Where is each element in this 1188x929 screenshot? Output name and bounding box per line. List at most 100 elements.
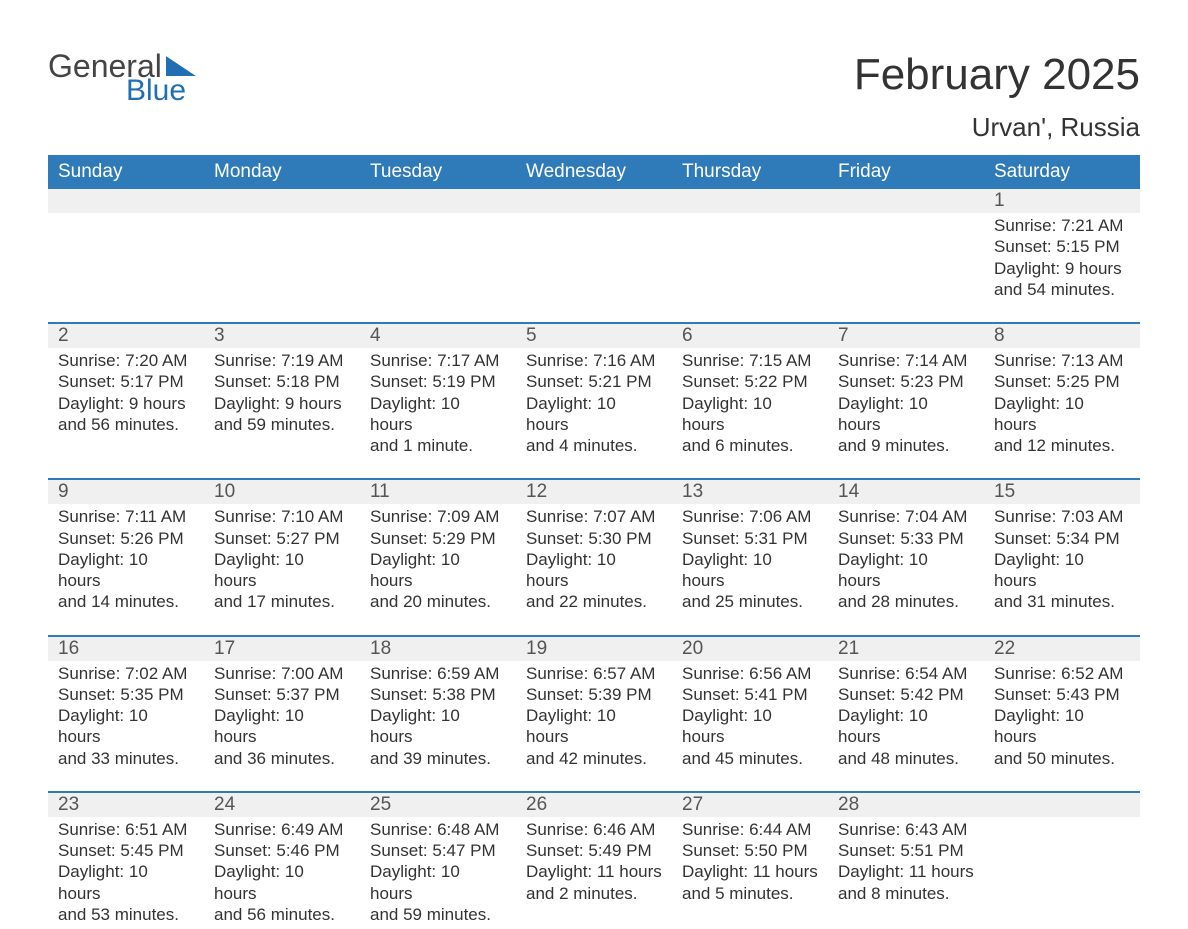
calendar-cell: Sunrise: 7:04 AMSunset: 5:33 PMDaylight:… <box>828 504 984 616</box>
calendar-cell: Sunrise: 7:09 AMSunset: 5:29 PMDaylight:… <box>360 504 516 616</box>
day-sunset: Sunset: 5:37 PM <box>214 684 350 705</box>
day-d1: Daylight: 9 hours <box>58 393 194 414</box>
day-sunset: Sunset: 5:45 PM <box>58 840 194 861</box>
day-d2: and 12 minutes. <box>994 435 1130 456</box>
day-d1: Daylight: 10 hours <box>838 393 974 436</box>
day-info: Sunrise: 6:52 AMSunset: 5:43 PMDaylight:… <box>990 661 1134 769</box>
day-sunrise: Sunrise: 6:51 AM <box>58 819 194 840</box>
day-d2: and 9 minutes. <box>838 435 974 456</box>
day-sunrise: Sunrise: 7:07 AM <box>526 506 662 527</box>
header: General Blue February 2025 Urvan', Russi… <box>48 50 1140 143</box>
day-sunset: Sunset: 5:41 PM <box>682 684 818 705</box>
day-number: 20 <box>672 637 828 661</box>
day-sunrise: Sunrise: 7:16 AM <box>526 350 662 371</box>
calendar-week: 16171819202122Sunrise: 7:02 AMSunset: 5:… <box>48 635 1140 773</box>
day-d1: Daylight: 10 hours <box>838 549 974 592</box>
brand-triangle-icon <box>166 56 196 76</box>
day-d1: Daylight: 9 hours <box>214 393 350 414</box>
day-sunrise: Sunrise: 7:11 AM <box>58 506 194 527</box>
day-d2: and 56 minutes. <box>58 414 194 435</box>
day-info: Sunrise: 6:59 AMSunset: 5:38 PMDaylight:… <box>366 661 510 769</box>
day-d1: Daylight: 10 hours <box>526 705 662 748</box>
day-d2: and 45 minutes. <box>682 748 818 769</box>
day-sunset: Sunset: 5:46 PM <box>214 840 350 861</box>
day-sunrise: Sunrise: 7:09 AM <box>370 506 506 527</box>
day-number: 14 <box>828 480 984 504</box>
calendar-cell: Sunrise: 6:49 AMSunset: 5:46 PMDaylight:… <box>204 817 360 929</box>
calendar-week: 232425262728 Sunrise: 6:51 AMSunset: 5:4… <box>48 791 1140 929</box>
day-d2: and 20 minutes. <box>370 591 506 612</box>
day-sunset: Sunset: 5:42 PM <box>838 684 974 705</box>
day-sunrise: Sunrise: 7:00 AM <box>214 663 350 684</box>
calendar: SundayMondayTuesdayWednesdayThursdayFrid… <box>48 155 1140 929</box>
day-sunset: Sunset: 5:39 PM <box>526 684 662 705</box>
day-info: Sunrise: 7:02 AMSunset: 5:35 PMDaylight:… <box>54 661 198 769</box>
day-sunset: Sunset: 5:50 PM <box>682 840 818 861</box>
calendar-cell: Sunrise: 6:46 AMSunset: 5:49 PMDaylight:… <box>516 817 672 929</box>
day-header-label: Tuesday <box>360 155 516 189</box>
day-d1: Daylight: 10 hours <box>682 549 818 592</box>
page-title: February 2025 <box>854 50 1140 100</box>
calendar-week: 9101112131415Sunrise: 7:11 AMSunset: 5:2… <box>48 478 1140 616</box>
day-info: Sunrise: 7:15 AMSunset: 5:22 PMDaylight:… <box>678 348 822 456</box>
brand-logo: General Blue <box>48 50 196 106</box>
day-number: 24 <box>204 793 360 817</box>
day-number <box>204 189 360 213</box>
day-d1: Daylight: 10 hours <box>214 705 350 748</box>
day-d2: and 14 minutes. <box>58 591 194 612</box>
day-d1: Daylight: 10 hours <box>370 861 506 904</box>
day-number: 4 <box>360 324 516 348</box>
calendar-cell: Sunrise: 6:48 AMSunset: 5:47 PMDaylight:… <box>360 817 516 929</box>
calendar-cell: Sunrise: 7:14 AMSunset: 5:23 PMDaylight:… <box>828 348 984 460</box>
day-d2: and 4 minutes. <box>526 435 662 456</box>
day-d2: and 28 minutes. <box>838 591 974 612</box>
day-info: Sunrise: 7:07 AMSunset: 5:30 PMDaylight:… <box>522 504 666 612</box>
day-d1: Daylight: 10 hours <box>682 705 818 748</box>
daynum-band: 16171819202122 <box>48 637 1140 661</box>
day-d2: and 54 minutes. <box>994 279 1130 300</box>
day-info: Sunrise: 7:21 AMSunset: 5:15 PMDaylight:… <box>990 213 1134 300</box>
day-number: 16 <box>48 637 204 661</box>
day-number: 23 <box>48 793 204 817</box>
day-header-label: Saturday <box>984 155 1140 189</box>
calendar-cell: Sunrise: 7:15 AMSunset: 5:22 PMDaylight:… <box>672 348 828 460</box>
day-header-label: Thursday <box>672 155 828 189</box>
day-info: Sunrise: 7:16 AMSunset: 5:21 PMDaylight:… <box>522 348 666 456</box>
day-d1: Daylight: 10 hours <box>214 549 350 592</box>
day-d1: Daylight: 11 hours <box>838 861 974 882</box>
day-sunset: Sunset: 5:19 PM <box>370 371 506 392</box>
day-sunset: Sunset: 5:31 PM <box>682 528 818 549</box>
day-number: 11 <box>360 480 516 504</box>
calendar-cell: Sunrise: 6:54 AMSunset: 5:42 PMDaylight:… <box>828 661 984 773</box>
day-sunset: Sunset: 5:30 PM <box>526 528 662 549</box>
calendar-cell: Sunrise: 7:07 AMSunset: 5:30 PMDaylight:… <box>516 504 672 616</box>
day-d2: and 33 minutes. <box>58 748 194 769</box>
day-number: 27 <box>672 793 828 817</box>
day-info: Sunrise: 7:13 AMSunset: 5:25 PMDaylight:… <box>990 348 1134 456</box>
day-d2: and 56 minutes. <box>214 904 350 925</box>
day-number <box>984 793 1140 817</box>
day-sunrise: Sunrise: 6:49 AM <box>214 819 350 840</box>
day-d1: Daylight: 10 hours <box>838 705 974 748</box>
day-d2: and 48 minutes. <box>838 748 974 769</box>
calendar-week: 1Sunrise: 7:21 AMSunset: 5:15 PMDaylight… <box>48 189 1140 304</box>
day-sunset: Sunset: 5:27 PM <box>214 528 350 549</box>
day-sunset: Sunset: 5:38 PM <box>370 684 506 705</box>
day-sunrise: Sunrise: 6:56 AM <box>682 663 818 684</box>
calendar-cell <box>672 213 828 304</box>
day-sunset: Sunset: 5:17 PM <box>58 371 194 392</box>
day-sunset: Sunset: 5:25 PM <box>994 371 1130 392</box>
day-d2: and 17 minutes. <box>214 591 350 612</box>
brand-word2: Blue <box>126 76 196 106</box>
day-number <box>672 189 828 213</box>
day-number <box>48 189 204 213</box>
day-sunrise: Sunrise: 7:04 AM <box>838 506 974 527</box>
day-d1: Daylight: 10 hours <box>994 549 1130 592</box>
day-info: Sunrise: 6:46 AMSunset: 5:49 PMDaylight:… <box>522 817 666 904</box>
day-info: Sunrise: 7:03 AMSunset: 5:34 PMDaylight:… <box>990 504 1134 612</box>
day-d1: Daylight: 10 hours <box>682 393 818 436</box>
day-d1: Daylight: 10 hours <box>526 393 662 436</box>
calendar-day-header: SundayMondayTuesdayWednesdayThursdayFrid… <box>48 155 1140 189</box>
day-sunrise: Sunrise: 7:17 AM <box>370 350 506 371</box>
calendar-cell: Sunrise: 7:17 AMSunset: 5:19 PMDaylight:… <box>360 348 516 460</box>
